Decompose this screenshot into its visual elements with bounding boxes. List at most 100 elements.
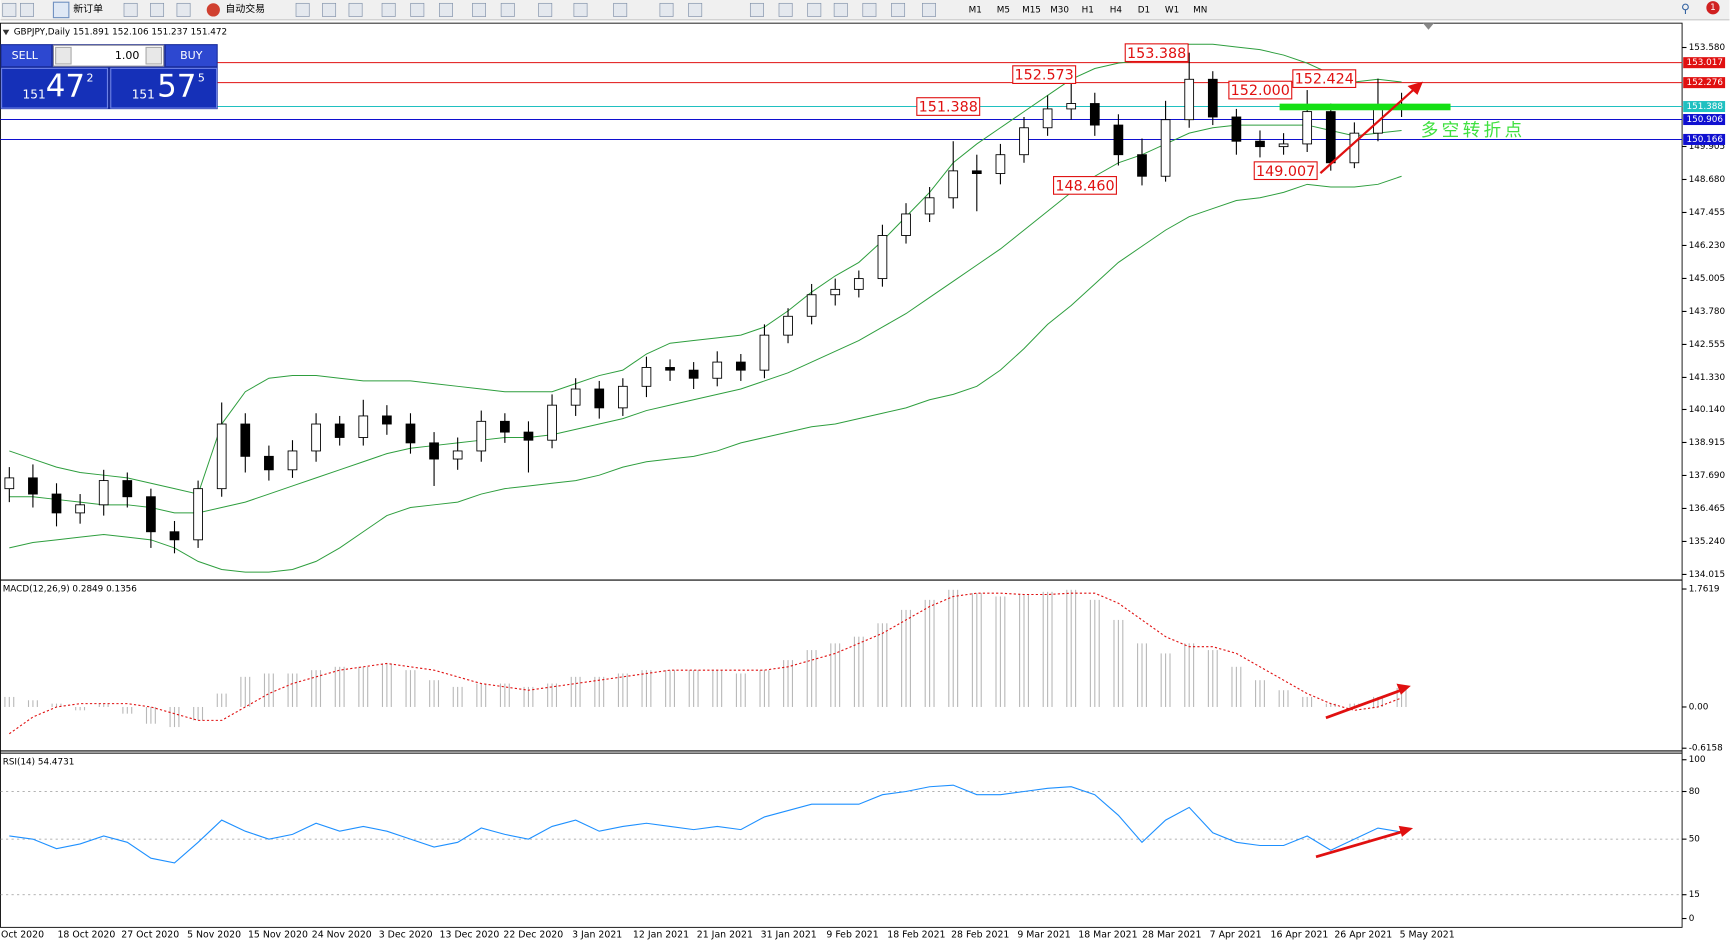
rsi-line: [9, 784, 1402, 864]
toolbar-icon[interactable]: [176, 2, 191, 17]
panel-title: MACD(12,26,9) 0.2849 0.1356: [3, 584, 138, 594]
price-level-label: 152.276: [1686, 78, 1723, 88]
toolbar-icon[interactable]: [749, 2, 764, 17]
price-level-label: 150.166: [1686, 135, 1723, 145]
candle-body: [641, 367, 652, 387]
candle-body: [193, 488, 203, 541]
x-tick-label: 28 Mar 2021: [1142, 930, 1201, 941]
y-tick-label: 0.00: [1689, 702, 1709, 712]
bid-fraction: 2: [87, 71, 94, 84]
candle-body: [1278, 143, 1289, 148]
y-tick-label: 15: [1689, 890, 1700, 900]
toolbar-icon[interactable]: [381, 2, 396, 17]
auto-trading-icon[interactable]: [206, 3, 220, 17]
timeframe-button[interactable]: MN: [1193, 5, 1207, 15]
candle-body: [948, 170, 959, 199]
toolbar-icon[interactable]: [922, 2, 936, 17]
x-tick-label: 21 Jan 2021: [697, 930, 753, 941]
sell-button[interactable]: [1, 45, 52, 67]
auto-trading-button[interactable]: 自动交易: [225, 2, 265, 15]
candle-body: [51, 493, 62, 514]
x-tick-label: 12 Jan 2021: [633, 930, 689, 941]
toolbar-icon[interactable]: [778, 2, 793, 17]
toolbar-icon[interactable]: [322, 2, 337, 17]
x-tick-label: 9 Feb 2021: [826, 930, 878, 941]
buy-button[interactable]: [165, 45, 217, 67]
bollinger-lower: [9, 175, 1402, 573]
timeframe-button[interactable]: M15: [1022, 5, 1041, 15]
toolbar-icon[interactable]: [295, 2, 310, 17]
toolbar-icon[interactable]: [500, 2, 515, 17]
toolbar-icon[interactable]: [538, 2, 553, 17]
toolbar-icon[interactable]: [348, 2, 363, 17]
x-tick-label: 22 Dec 2020: [503, 930, 563, 941]
toolbar-icon[interactable]: [573, 2, 588, 17]
toolbar-icon[interactable]: [613, 2, 628, 17]
volume-up[interactable]: [145, 46, 163, 65]
timeframe-button[interactable]: W1: [1165, 5, 1179, 15]
price-annotation: 152.424: [1295, 72, 1354, 88]
x-tick-label: 18 Feb 2021: [887, 930, 945, 941]
candle-body: [28, 477, 38, 495]
toolbar-icon[interactable]: [862, 2, 877, 17]
toolbar-icon[interactable]: [150, 2, 165, 17]
x-tick-label: Oct 2020: [1, 930, 44, 941]
ask-box[interactable]: [110, 67, 218, 109]
y-tick-label: 146.230: [1689, 241, 1726, 251]
timeframe-button[interactable]: M5: [997, 5, 1010, 15]
x-tick-label: 3 Dec 2020: [379, 930, 433, 941]
candle-body: [1113, 124, 1124, 156]
price-annotation-box: [1053, 176, 1117, 195]
toolbar-icon[interactable]: [659, 2, 674, 17]
toolbar-icon[interactable]: [891, 2, 906, 17]
candle-body: [547, 404, 557, 441]
price-annotation-box: [1124, 43, 1189, 63]
toolbar-icon[interactable]: [20, 2, 34, 17]
price-annotation: 149.007: [1256, 164, 1315, 180]
toolbar-icon[interactable]: [472, 2, 487, 17]
notification-badge[interactable]: [1706, 1, 1720, 15]
arrow-head: [1398, 825, 1414, 837]
toolbar-icon[interactable]: [807, 2, 822, 17]
candle-body: [877, 235, 888, 280]
y-tick-label: 0: [1689, 914, 1695, 924]
x-tick-label: 27 Oct 2020: [121, 930, 179, 941]
toolbar-icon[interactable]: [2, 2, 17, 17]
candle-body: [995, 154, 1006, 174]
toolbar-icon[interactable]: [688, 2, 703, 17]
toolbar-icon[interactable]: [833, 2, 848, 17]
search-icon[interactable]: ⚲: [1681, 1, 1690, 15]
timeframe-button[interactable]: M1: [969, 5, 982, 15]
timeframe-button[interactable]: H4: [1110, 5, 1123, 15]
volume-value[interactable]: 1.00: [115, 49, 140, 62]
bid-box[interactable]: [1, 67, 109, 109]
toolbar-icon[interactable]: [439, 2, 453, 17]
price-annotation-box: [1012, 65, 1077, 85]
notification-count: 1: [1710, 3, 1716, 13]
candle-body: [98, 480, 109, 506]
toolbar-icon[interactable]: [123, 2, 138, 17]
candle-body: [617, 385, 628, 409]
candle-body: [1302, 111, 1313, 145]
y-tick-label: 1.7619: [1689, 585, 1720, 595]
chart-frame: [0, 22, 1683, 928]
new-order-icon[interactable]: [52, 1, 70, 19]
toolbar-icon[interactable]: [410, 2, 425, 17]
new-order-button[interactable]: 新订单: [73, 2, 103, 15]
price-annotation: 152.573: [1015, 68, 1074, 84]
volume-input[interactable]: [52, 44, 165, 67]
timeframe-button[interactable]: M30: [1050, 5, 1069, 15]
ask-big: 151: [132, 87, 155, 101]
timeframe-button[interactable]: H1: [1082, 5, 1094, 15]
buy-label[interactable]: BUY: [180, 49, 203, 62]
candle-body: [1349, 132, 1360, 164]
trend-arrow: [1319, 87, 1416, 174]
sell-label[interactable]: SELL: [12, 49, 39, 62]
timeframe-button[interactable]: D1: [1138, 5, 1150, 15]
x-tick-label: 13 Dec 2020: [440, 930, 500, 941]
volume-down[interactable]: [55, 46, 72, 65]
y-tick-label: 137.690: [1689, 471, 1726, 481]
bid-big: 151: [23, 87, 46, 101]
y-tick-label: 149.905: [1689, 142, 1725, 152]
